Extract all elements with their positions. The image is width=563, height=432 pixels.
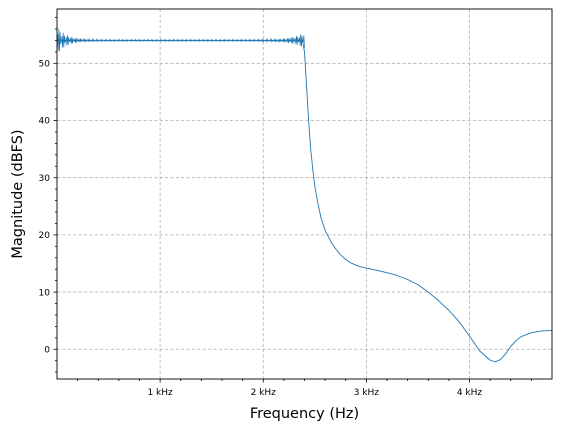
x-tick-label: 2 kHz bbox=[251, 388, 277, 398]
y-tick-label: 50 bbox=[39, 60, 51, 70]
minor-ticks bbox=[55, 17, 532, 381]
y-axis-label: Magnitude (dBFS) bbox=[10, 129, 26, 258]
plot-frame bbox=[56, 8, 553, 380]
x-tick-label: 4 kHz bbox=[457, 388, 483, 398]
y-tick-label: 10 bbox=[39, 288, 51, 298]
passband-ripple bbox=[56, 28, 305, 52]
tick-labels: 1 kHz 2 kHz 3 kHz 4 kHz 0 10 20 30 40 50 bbox=[39, 60, 483, 398]
y-tick-label: 30 bbox=[39, 174, 51, 184]
x-tick-label: 1 kHz bbox=[147, 388, 173, 398]
y-tick-label: 20 bbox=[39, 231, 51, 241]
magnitude-line bbox=[57, 40, 553, 363]
grid-lines bbox=[57, 9, 552, 379]
x-axis-label: Frequency (Hz) bbox=[250, 406, 359, 422]
major-ticks bbox=[53, 62, 470, 383]
y-tick-label: 40 bbox=[39, 117, 51, 127]
x-tick-label: 3 kHz bbox=[354, 388, 380, 398]
y-tick-label: 0 bbox=[44, 345, 50, 355]
